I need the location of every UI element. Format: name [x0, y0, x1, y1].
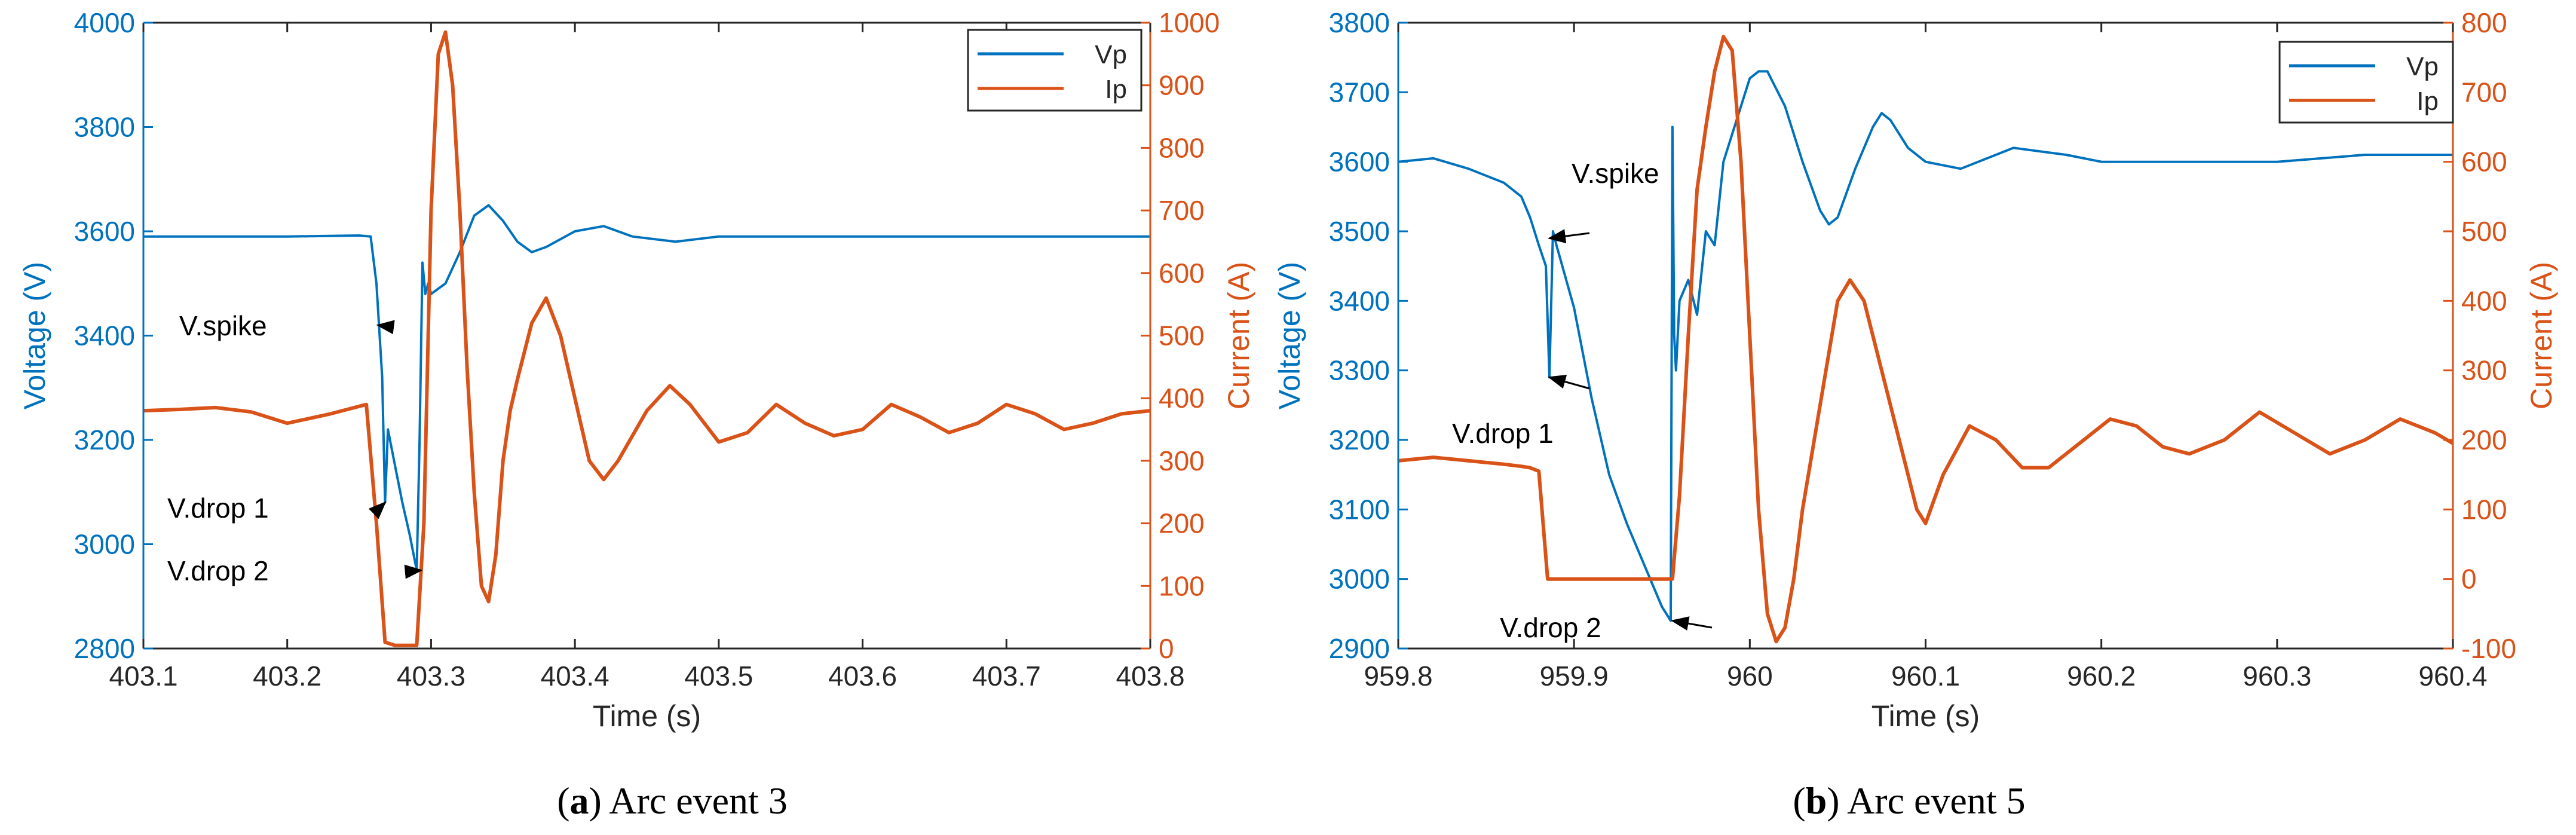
- y-tick-label-right: 900: [1159, 70, 1205, 101]
- y-tick-label-right: 200: [1159, 508, 1205, 539]
- y-tick-label-right: 0: [2461, 564, 2477, 595]
- y-axis-label-right: Current (A): [1222, 262, 1255, 409]
- x-tick-label: 960.3: [2243, 660, 2311, 692]
- x-tick-label: 960.2: [2067, 660, 2136, 692]
- x-tick-label: 959.9: [1540, 660, 1609, 692]
- y-tick-label-left: 3800: [74, 112, 135, 143]
- y-axis-label-left: Voltage (V): [18, 262, 51, 409]
- x-tick-label: 960: [1727, 660, 1773, 692]
- x-tick-label: 403.4: [541, 660, 609, 692]
- y-tick-label-left: 3600: [74, 216, 135, 247]
- y-tick-label-right: 0: [1159, 633, 1174, 664]
- legend-box: [2278, 41, 2454, 124]
- annotation-arrow: [1548, 374, 1590, 390]
- caption-b: (b) Arc event 5: [1793, 779, 2026, 822]
- annotation-label: V.spike: [179, 310, 267, 341]
- plot-area: [143, 23, 1150, 649]
- y-tick-label-right: 700: [1159, 195, 1205, 226]
- y-tick-label-right: 400: [2461, 285, 2507, 316]
- legend-box: [967, 29, 1142, 112]
- caption-a: (a) Arc event 3: [557, 779, 788, 822]
- x-tick-label: 960.1: [1891, 660, 1960, 692]
- y-tick-label-right: 500: [1159, 320, 1205, 351]
- y-tick-label-right: 800: [1159, 132, 1205, 163]
- x-tick-label: 403.5: [684, 660, 753, 692]
- annotation-arrow: [368, 501, 387, 519]
- y-tick-label-right: 300: [1159, 445, 1205, 476]
- y-tick-label-left: 3100: [1329, 494, 1390, 525]
- legend-entry: Vp: [1095, 40, 1127, 69]
- y-tick-label-left: 2900: [1329, 633, 1390, 664]
- caption-b-letter: b: [1805, 779, 1827, 822]
- chart-panel-a: 403.1 403.2 403.3 403.4 403.5 403.6 403.7 403.8…: [18, 7, 1255, 733]
- legend-entry: Ip: [1105, 75, 1127, 104]
- y-tick-label-left: 3400: [74, 320, 135, 351]
- y-tick-label-right: 500: [2461, 216, 2507, 247]
- series-line-ip: [1398, 35, 2454, 644]
- y-tick-label-left: 2800: [74, 633, 135, 664]
- y-tick-label-right: 800: [2461, 7, 2507, 38]
- y-tick-label-left: 3600: [1329, 146, 1390, 178]
- y-tick-label-left: 3800: [1329, 7, 1390, 38]
- y-tick-label-right: 700: [2461, 77, 2507, 108]
- y-tick-label-right: 600: [2461, 146, 2507, 178]
- annotation-arrow: [376, 320, 395, 335]
- y-tick-label-left: 3200: [1329, 424, 1390, 455]
- annotation-arrow: [1548, 229, 1590, 244]
- legend-entry: Vp: [2406, 52, 2439, 81]
- series-line-ip: [143, 30, 1151, 647]
- x-tick-label: 403.7: [972, 660, 1041, 692]
- y-tick-label-left: 3400: [1329, 285, 1390, 316]
- y-tick-label-right: 400: [1159, 383, 1205, 414]
- y-tick-label-left: 3200: [74, 424, 135, 455]
- x-tick-label: 403.2: [253, 660, 321, 692]
- caption-a-letter: a: [569, 779, 589, 822]
- y-tick-label-left: 3500: [1329, 216, 1390, 247]
- annotation-label: V.drop 1: [1452, 418, 1554, 449]
- y-axis-label-left: Voltage (V): [1273, 262, 1306, 409]
- x-axis-label: Time (s): [593, 699, 701, 733]
- chart-panel-b: 959.8 959.9 960 960.1 960.2 960.3 960.4 2900 300…: [1273, 7, 2558, 733]
- annotation-arrow: [404, 564, 423, 579]
- x-axis-label: Time (s): [1871, 699, 1980, 733]
- x-tick-label: 959.8: [1364, 660, 1432, 692]
- x-tick-label: 403.6: [828, 660, 897, 692]
- x-tick-label: 403.3: [397, 660, 465, 692]
- x-tick-label: 403.1: [109, 660, 177, 692]
- series-line-vp: [1398, 70, 2453, 622]
- legend-entry: Ip: [2416, 87, 2439, 116]
- y-tick-label-left: 3300: [1329, 355, 1390, 386]
- y-axis-label-right: Current (A): [2525, 262, 2558, 409]
- annotation-label: V.spike: [1572, 158, 1659, 189]
- annotation-label: V.drop 1: [167, 493, 269, 524]
- y-tick-label-left: 3000: [74, 529, 135, 560]
- y-tick-label-right: 600: [1159, 258, 1205, 289]
- y-tick-label-right: 100: [1159, 570, 1205, 601]
- y-tick-label-right: 200: [2461, 424, 2507, 455]
- annotation-arrow: [1670, 616, 1713, 631]
- legend: Vp Ip: [2278, 41, 2454, 124]
- y-tick-label-right: 300: [2461, 355, 2507, 386]
- y-tick-label-right: 1000: [1159, 7, 1220, 38]
- series-line-vp: [143, 204, 1150, 572]
- annotation-label: V.drop 2: [1500, 612, 1601, 643]
- y-tick-label-right: -100: [2461, 633, 2516, 664]
- x-tick-label: 960.4: [2418, 660, 2487, 692]
- y-tick-label-left: 3700: [1329, 77, 1390, 108]
- annotation-label: V.drop 2: [167, 555, 269, 586]
- plot-area: [1398, 23, 2453, 649]
- x-tick-label: 403.8: [1116, 660, 1184, 692]
- legend: Vp Ip: [967, 29, 1142, 112]
- y-tick-label-left: 3000: [1329, 564, 1390, 595]
- caption-b-title: Arc event 5: [1839, 779, 2026, 822]
- y-tick-label-left: 4000: [74, 7, 135, 38]
- y-tick-label-right: 100: [2461, 494, 2507, 525]
- caption-a-title: Arc event 3: [601, 779, 788, 822]
